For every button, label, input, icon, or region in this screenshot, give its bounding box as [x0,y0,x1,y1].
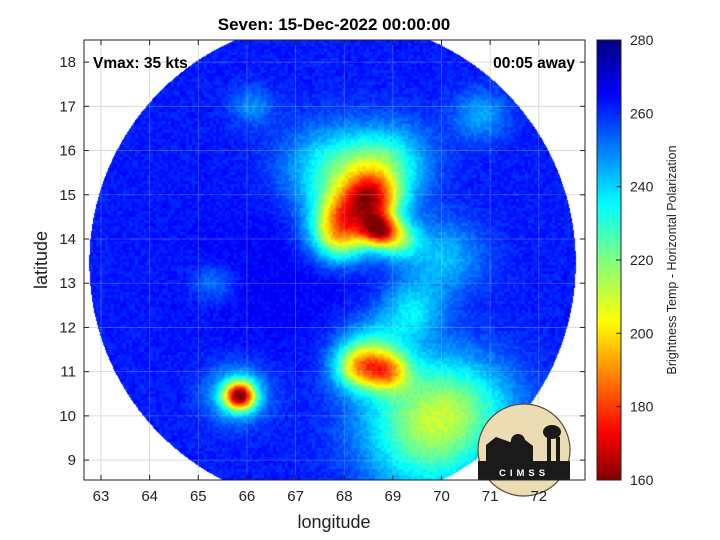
x-tick-label: 67 [287,488,304,505]
x-axis-label: longitude [297,512,370,532]
colorbar-tick-label: 260 [630,105,654,121]
svg-text:CIMSS: CIMSS [499,468,549,479]
x-tick-label: 64 [141,488,158,505]
y-tick-label: 14 [59,231,76,248]
x-tick-label: 65 [190,488,207,505]
colorbar-tick-label: 200 [630,325,654,341]
y-tick-label: 16 [59,143,76,160]
plot-area: CIMSS Vmax: 35 kts 00:05 away [83,39,586,497]
y-tick-label: 13 [59,275,76,292]
x-tick-label: 69 [385,488,402,505]
vmax-annotation: Vmax: 35 kts [93,55,188,72]
x-tick-label: 68 [336,488,353,505]
y-tick-label: 17 [59,98,76,115]
cimss-logo: CIMSS [477,403,571,497]
y-tick-label: 9 [68,452,76,469]
colorbar-ticks: 160 180 200 220 240 260 280 [616,32,654,488]
colorbar-tick-label: 240 [630,179,654,195]
colorbar: 160 180 200 220 240 260 280 Brightness Temp - … [596,32,679,488]
colorbar-label: Brightness Temp - Horizontal Polarizatio… [665,145,679,374]
brightness-temperature-raster [84,40,585,480]
plot-frame [83,39,586,481]
colorbar-tick-label: 160 [630,472,654,488]
swath-image [84,40,585,480]
y-tick-label: 12 [59,319,76,336]
x-tick-label: 70 [433,488,450,505]
colorbar-tick-label: 180 [630,399,654,415]
y-tick-label: 11 [60,364,76,381]
colorbar-tick-label: 220 [630,252,654,268]
y-tick-label: 18 [59,54,76,71]
y-axis: 9 10 11 12 13 14 15 16 17 18 [59,54,585,469]
x-tick-label: 63 [93,488,110,505]
x-tick-label: 66 [239,488,256,505]
swath-layer [84,40,585,480]
y-tick-label: 10 [59,408,76,425]
x-axis: 63 64 65 66 67 68 69 70 71 72 [93,40,547,505]
chart-title: Seven: 15-Dec-2022 00:00:00 [218,15,450,34]
y-tick-label: 15 [59,187,76,204]
colorbar-tick-label: 280 [630,32,654,48]
x-tick-label: 72 [530,488,547,505]
x-tick-label: 71 [482,488,499,505]
time-offset-annotation: 00:05 away [493,55,575,72]
y-axis-label: latitude [31,231,51,289]
